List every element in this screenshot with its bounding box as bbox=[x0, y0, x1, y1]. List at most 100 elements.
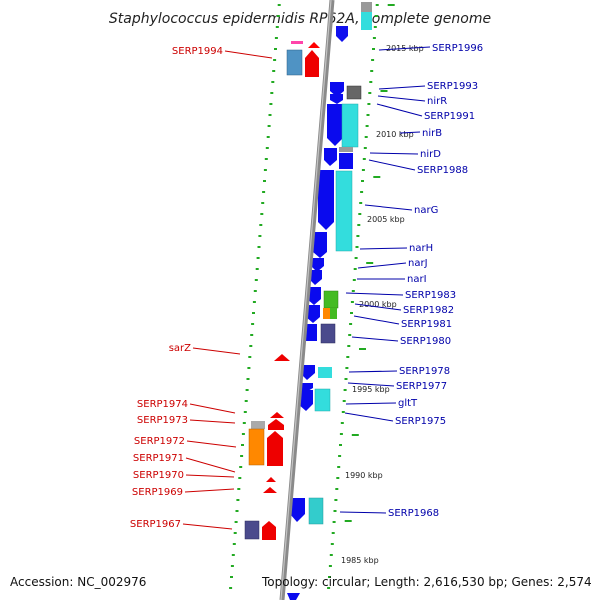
gc-dot bbox=[250, 334, 254, 336]
gene-label-serp1970[interactable]: SERP1970 bbox=[133, 470, 184, 481]
leader-lines bbox=[182, 46, 431, 530]
scale-tick-mark bbox=[387, 4, 395, 6]
gene-serp1994-steel[interactable] bbox=[286, 49, 303, 76]
gc-dot bbox=[349, 323, 353, 325]
gene-sarZ-red[interactable] bbox=[274, 354, 290, 361]
gc-dot bbox=[274, 37, 278, 39]
gc-dot bbox=[367, 103, 371, 105]
gene-serp1981-blue[interactable] bbox=[306, 305, 320, 323]
gene-top-gray[interactable] bbox=[361, 2, 372, 12]
gene-label-serp1968[interactable]: SERP1968 bbox=[388, 508, 439, 519]
gene-label-nirD[interactable]: nirD bbox=[420, 149, 441, 160]
gc-dot bbox=[350, 301, 354, 303]
gene-nirB-cyan[interactable] bbox=[341, 103, 359, 148]
gene-label-serp1981[interactable]: SERP1981 bbox=[401, 319, 452, 330]
gene-label-narI[interactable]: narI bbox=[407, 274, 427, 285]
gene-label-serp1974[interactable]: SERP1974 bbox=[137, 399, 188, 410]
gc-dot bbox=[353, 268, 357, 270]
gene-label-serp1991[interactable]: SERP1991 bbox=[424, 111, 475, 122]
gene-serp1982-orange[interactable] bbox=[323, 308, 330, 319]
gene-nirD-gray[interactable] bbox=[339, 147, 353, 152]
gc-dot bbox=[344, 378, 348, 380]
gene-serp1988-blue[interactable] bbox=[339, 153, 353, 169]
gene-small-pink[interactable] bbox=[291, 41, 303, 44]
gene-label-serp1980[interactable]: SERP1980 bbox=[400, 336, 451, 347]
gc-dot bbox=[339, 444, 342, 446]
gene-label-narJ[interactable]: narJ bbox=[408, 258, 428, 269]
gene-label-sarZ[interactable]: sarZ bbox=[169, 343, 191, 354]
gene-serp1983-blue[interactable] bbox=[307, 287, 321, 305]
gene-serp1969-red[interactable] bbox=[263, 487, 277, 493]
gene-top-blue[interactable] bbox=[336, 26, 348, 42]
gc-dot bbox=[372, 48, 375, 50]
gc-dot bbox=[268, 114, 272, 116]
gene-serp1973-red[interactable] bbox=[268, 419, 284, 430]
gene-serp1983-green[interactable] bbox=[323, 290, 339, 309]
gene-serp1982-green[interactable] bbox=[330, 308, 337, 319]
gc-dot bbox=[236, 499, 240, 501]
gene-nirD-blue[interactable] bbox=[324, 148, 337, 166]
gc-dot bbox=[235, 510, 239, 512]
gene-serp1972-red[interactable] bbox=[267, 431, 283, 466]
gene-label-serp1988[interactable]: SERP1988 bbox=[417, 165, 468, 176]
gene-serp1967-purple[interactable] bbox=[244, 520, 260, 540]
gene-label-serp1971[interactable]: SERP1971 bbox=[133, 453, 184, 464]
gene-narJ-blue[interactable] bbox=[311, 258, 324, 272]
gene-label-serp1967[interactable]: SERP1967 bbox=[130, 519, 181, 530]
gene-nirB-blue[interactable] bbox=[327, 104, 343, 146]
gc-dot bbox=[277, 4, 281, 6]
gene-serp1968-blue[interactable] bbox=[290, 498, 305, 522]
gene-label-nirR[interactable]: nirR bbox=[427, 96, 447, 107]
gene-serp1993-blue[interactable] bbox=[330, 82, 344, 97]
gene-serp1970-red[interactable] bbox=[266, 477, 276, 482]
scale-tick-label: 2005 kbp bbox=[367, 215, 405, 224]
gene-label-serp1977[interactable]: SERP1977 bbox=[396, 381, 447, 392]
gene-top-cyan[interactable] bbox=[361, 12, 372, 30]
gene-serp1993-gray[interactable] bbox=[346, 85, 362, 100]
gene-narG-cyan[interactable] bbox=[335, 170, 353, 252]
gc-dot bbox=[343, 389, 347, 391]
scale-tick-label: 2000 kbp bbox=[359, 300, 397, 309]
gene-features bbox=[244, 2, 372, 600]
gene-narG-blue[interactable] bbox=[318, 170, 334, 230]
gene-label-gltT[interactable]: gltT bbox=[398, 398, 418, 409]
gene-serp1974-red[interactable] bbox=[270, 412, 284, 418]
gene-label-serp1993[interactable]: SERP1993 bbox=[427, 81, 478, 92]
gene-gltT-cyan[interactable] bbox=[314, 388, 331, 412]
gene-serp1972-orange[interactable] bbox=[248, 428, 265, 466]
gene-narH-blue[interactable] bbox=[313, 232, 327, 258]
gene-label-narH[interactable]: narH bbox=[409, 243, 433, 254]
gene-label-serp1982[interactable]: SERP1982 bbox=[403, 305, 454, 316]
gc-dot bbox=[272, 70, 276, 72]
gene-gltT-blue[interactable] bbox=[298, 390, 313, 411]
gene-bottom-blue[interactable] bbox=[287, 593, 300, 600]
gene-label-serp1972[interactable]: SERP1972 bbox=[134, 436, 185, 447]
gc-dot bbox=[372, 37, 376, 39]
gene-serp1967-red[interactable] bbox=[262, 521, 276, 540]
gene-label-serp1996[interactable]: SERP1996 bbox=[432, 43, 483, 54]
gene-label-serp1978[interactable]: SERP1978 bbox=[399, 366, 450, 377]
gene-serp1968-cyan[interactable] bbox=[308, 497, 324, 525]
gene-serp1978-cyan[interactable] bbox=[318, 367, 332, 378]
gene-small-red-arrow[interactable] bbox=[308, 42, 320, 48]
gc-dot bbox=[252, 301, 256, 303]
gene-label-nirB[interactable]: nirB bbox=[422, 128, 442, 139]
gene-label-serp1983[interactable]: SERP1983 bbox=[405, 290, 456, 301]
gene-label-serp1973[interactable]: SERP1973 bbox=[137, 415, 188, 426]
gc-dot bbox=[245, 389, 249, 391]
scale-tick-label: 1985 kbp bbox=[341, 556, 379, 565]
gene-label-serp1975[interactable]: SERP1975 bbox=[395, 416, 446, 427]
gc-dot bbox=[368, 92, 372, 94]
gene-label-serp1969[interactable]: SERP1969 bbox=[132, 487, 183, 498]
gene-serp1980-purple[interactable] bbox=[320, 323, 336, 344]
gene-label-serp1994[interactable]: SERP1994 bbox=[172, 46, 223, 57]
gc-dot bbox=[352, 279, 356, 281]
gene-narI-blue[interactable] bbox=[309, 270, 322, 285]
gene-red-forward-1[interactable] bbox=[305, 50, 319, 77]
gene-nirR-blue[interactable] bbox=[330, 94, 343, 104]
gene-serp1973-gray[interactable] bbox=[251, 421, 265, 429]
gene-label-narG[interactable]: narG bbox=[414, 205, 438, 216]
gc-dot bbox=[252, 312, 255, 314]
gc-dot bbox=[267, 125, 271, 127]
gc-dot bbox=[274, 48, 277, 50]
